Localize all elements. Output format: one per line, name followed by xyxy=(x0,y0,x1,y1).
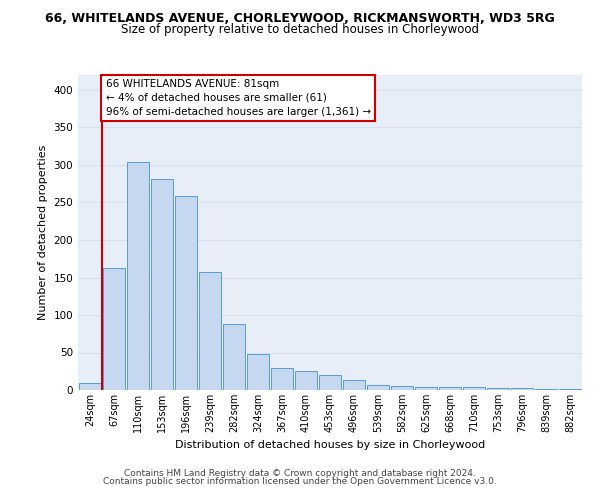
Text: 66, WHITELANDS AVENUE, CHORLEYWOOD, RICKMANSWORTH, WD3 5RG: 66, WHITELANDS AVENUE, CHORLEYWOOD, RICK… xyxy=(45,12,555,26)
Text: Size of property relative to detached houses in Chorleywood: Size of property relative to detached ho… xyxy=(121,22,479,36)
Bar xyxy=(79,382,101,390)
Bar xyxy=(463,387,485,390)
Bar xyxy=(223,324,245,390)
Bar xyxy=(367,385,389,390)
Text: 66 WHITELANDS AVENUE: 81sqm
← 4% of detached houses are smaller (61)
96% of semi: 66 WHITELANDS AVENUE: 81sqm ← 4% of deta… xyxy=(106,78,371,116)
Bar xyxy=(535,389,557,390)
Bar xyxy=(295,371,317,390)
Bar xyxy=(271,368,293,390)
Bar xyxy=(391,386,413,390)
Bar xyxy=(439,387,461,390)
Bar xyxy=(343,380,365,390)
Bar xyxy=(559,388,581,390)
Bar xyxy=(319,375,341,390)
Y-axis label: Number of detached properties: Number of detached properties xyxy=(38,145,48,320)
Bar xyxy=(487,388,509,390)
Bar xyxy=(511,388,533,390)
X-axis label: Distribution of detached houses by size in Chorleywood: Distribution of detached houses by size … xyxy=(175,440,485,450)
Text: Contains public sector information licensed under the Open Government Licence v3: Contains public sector information licen… xyxy=(103,477,497,486)
Bar xyxy=(199,272,221,390)
Bar xyxy=(127,162,149,390)
Bar xyxy=(247,354,269,390)
Bar xyxy=(103,268,125,390)
Bar xyxy=(151,180,173,390)
Bar xyxy=(415,387,437,390)
Text: Contains HM Land Registry data © Crown copyright and database right 2024.: Contains HM Land Registry data © Crown c… xyxy=(124,468,476,477)
Bar xyxy=(175,196,197,390)
